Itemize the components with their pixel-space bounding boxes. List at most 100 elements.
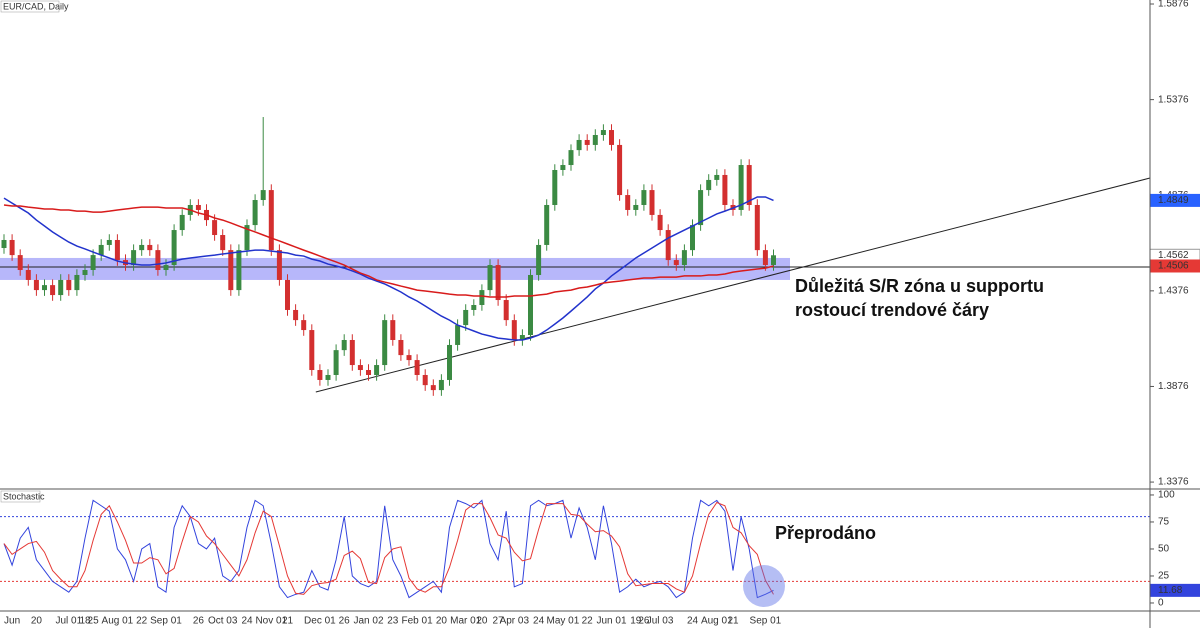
- candle-body: [260, 190, 266, 201]
- candle-body: [33, 279, 39, 291]
- candle-body: [471, 305, 477, 310]
- candle-body: [398, 339, 404, 356]
- candle-body: [754, 204, 760, 251]
- candle-body: [155, 250, 161, 271]
- candle-body: [771, 255, 776, 266]
- candle-body: [98, 244, 104, 256]
- candle-body: [568, 150, 574, 166]
- candle-body: [106, 239, 112, 245]
- x-tick-label: Jan 02: [353, 616, 383, 627]
- indicator-title-box: [0, 490, 41, 503]
- candle-body: [179, 214, 185, 231]
- x-tick-label: May 01: [547, 616, 580, 627]
- x-tick-label: Jul 01: [55, 616, 82, 627]
- x-tick-label: Nov 01: [255, 616, 287, 627]
- x-tick-label: Aug 01: [102, 616, 134, 627]
- x-tick-label: Mar 01: [450, 616, 482, 627]
- candle-body: [114, 239, 120, 261]
- trend-line: [315, 177, 1151, 393]
- x-tick-label: Jun 01: [596, 616, 626, 627]
- candle-body: [195, 204, 201, 210]
- candle-body: [600, 130, 606, 136]
- annotation: Přeprodáno: [775, 523, 876, 543]
- y-tick-label: 1.5376: [1158, 94, 1189, 105]
- candle-body: [244, 225, 250, 251]
- candle-body: [463, 309, 469, 326]
- x-tick-label: 19: [630, 616, 642, 627]
- y-tick-label: 50: [1158, 544, 1170, 555]
- candle-body: [657, 214, 663, 231]
- x-tick-label: 20: [436, 616, 448, 627]
- x-tick-label: 24: [687, 616, 699, 627]
- candle-body: [163, 265, 169, 271]
- candle-body: [617, 144, 623, 196]
- candle-body: [58, 279, 64, 296]
- y-tick-label: 25: [1158, 571, 1170, 582]
- candle-body: [479, 290, 485, 305]
- annotation: rostoucí trendové čáry: [795, 300, 989, 320]
- x-tick-label: 22: [582, 616, 594, 627]
- candle-body: [390, 320, 396, 340]
- x-tick-label: 26: [638, 616, 650, 627]
- candle-body: [706, 179, 712, 191]
- moving-average: [3, 196, 774, 341]
- candle-body: [90, 255, 96, 271]
- candle-body: [325, 374, 331, 380]
- y-tick-label: 1.4376: [1158, 285, 1189, 296]
- x-tick-label: Sep 01: [150, 616, 182, 627]
- candle-body: [382, 320, 388, 366]
- candle-body: [82, 270, 88, 275]
- candle-body: [455, 325, 461, 345]
- candle-body: [1, 239, 7, 249]
- candle-body: [406, 355, 412, 361]
- price-tag-label: 1.4506: [1158, 261, 1189, 272]
- candle-body: [430, 385, 436, 391]
- x-tick-label: Apr 03: [500, 616, 530, 627]
- candle-body: [17, 255, 23, 271]
- candle-body: [9, 239, 15, 256]
- candle-body: [714, 174, 720, 180]
- y-tick-label: 1.3376: [1158, 477, 1189, 488]
- x-tick-label: Oct 03: [208, 616, 238, 627]
- x-tick-label: 21: [282, 616, 294, 627]
- candle-body: [171, 230, 177, 266]
- candle-body: [414, 360, 420, 375]
- candle-body: [66, 279, 72, 291]
- candle-body: [268, 190, 274, 251]
- candle-body: [584, 139, 590, 145]
- price-tag-label: 11.68: [1158, 585, 1183, 596]
- candle-body: [592, 135, 598, 145]
- candle-body: [349, 339, 355, 366]
- candle-body: [25, 270, 31, 280]
- x-tick-label: Sep 01: [750, 616, 782, 627]
- candle-body: [74, 274, 80, 291]
- oscillator-line: [3, 499, 774, 599]
- candle-body: [131, 250, 137, 266]
- x-tick-label: Jun: [4, 616, 20, 627]
- candle-body: [293, 309, 299, 321]
- x-tick-label: 18: [79, 616, 91, 627]
- x-tick-label: 22: [136, 616, 148, 627]
- y-tick-label: 75: [1158, 517, 1170, 528]
- candle-body: [576, 139, 582, 151]
- x-tick-label: 26: [339, 616, 351, 627]
- sr-zone: [0, 257, 790, 280]
- x-tick-label: Jul 03: [647, 616, 674, 627]
- x-tick-label: Dec 01: [304, 616, 336, 627]
- y-tick-label: 100: [1158, 490, 1175, 501]
- x-tick-label: 23: [387, 616, 399, 627]
- x-tick-label: 20: [476, 616, 488, 627]
- candle-body: [309, 330, 315, 371]
- chart-title: EUR/CAD, Daily: [3, 1, 69, 11]
- candle-body: [317, 370, 323, 380]
- candle-body: [212, 220, 218, 236]
- candle-body: [147, 244, 153, 251]
- highlight-circle: [743, 565, 785, 607]
- candle-body: [220, 235, 226, 251]
- candle-body: [673, 260, 679, 266]
- candle-body: [746, 165, 752, 205]
